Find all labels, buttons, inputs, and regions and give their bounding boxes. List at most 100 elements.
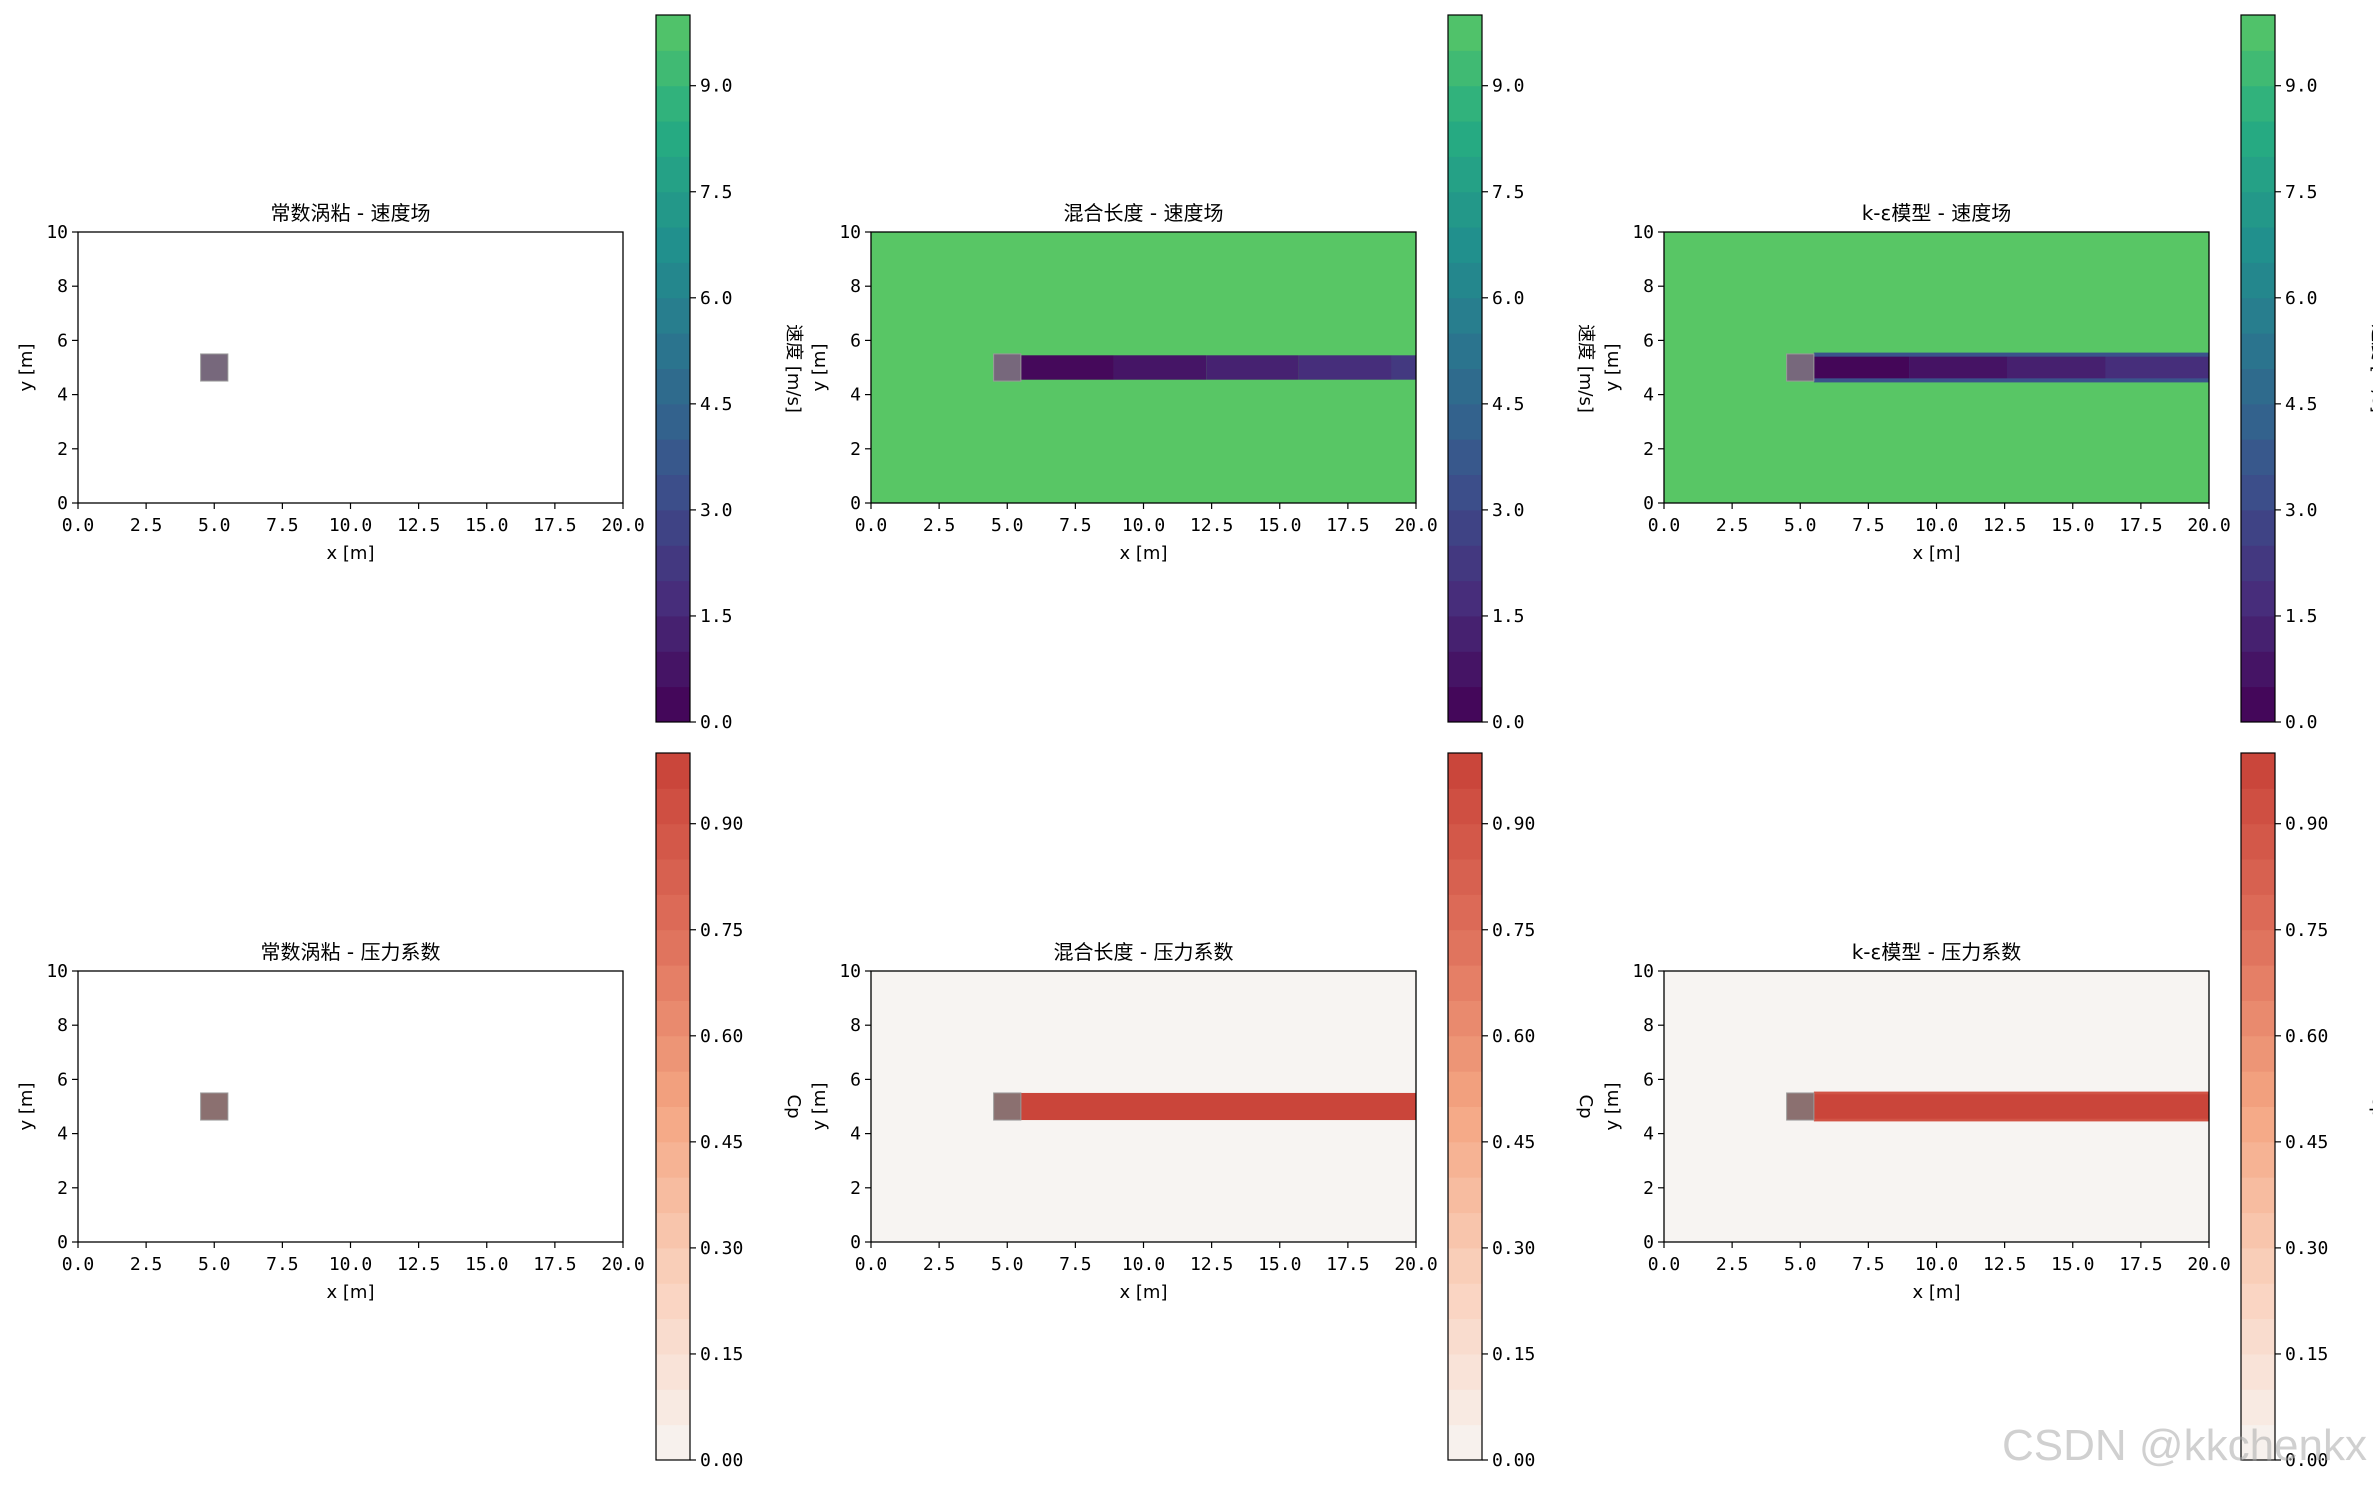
x-axis-label: x [m] [1913, 1282, 1961, 1303]
colorbar-level [656, 1424, 690, 1461]
colorbar-tick-label: 0.0 [700, 712, 733, 733]
y-tick-label: 4 [1643, 1124, 1654, 1145]
colorbar-level [1448, 686, 1482, 723]
colorbar-level [656, 85, 690, 122]
colorbar-level [656, 615, 690, 652]
colorbar-level [656, 1071, 690, 1107]
x-tick-label: 10.0 [329, 1254, 372, 1275]
x-tick-label: 15.0 [465, 1254, 508, 1275]
y-tick-label: 0 [1643, 1232, 1654, 1253]
colorbar-level [656, 333, 690, 369]
wake-band-2 [1113, 355, 1207, 380]
obstacle [993, 353, 1022, 382]
colorbar-level [1448, 1318, 1482, 1355]
y-tick-label: 4 [850, 1124, 861, 1145]
colorbar-level [2241, 509, 2275, 546]
y-tick-label: 4 [57, 385, 68, 406]
x-tick-label: 5.0 [991, 515, 1024, 536]
obstacle [200, 1092, 229, 1121]
y-axis-label: y [m] [1602, 344, 1623, 392]
x-tick-label: 10.0 [1122, 1254, 1165, 1275]
panel-3: 0.0 2.5 5.0 7.5 10.0 12.5 15.0 17.5 20.0 0 2 4 6 8 10 k… [1602, 14, 2373, 733]
x-tick-label: 10.0 [1915, 1254, 1958, 1275]
colorbar-level [1448, 403, 1482, 440]
colorbar-tick-label: 3.0 [1492, 500, 1525, 521]
x-tick-label: 5.0 [198, 1254, 231, 1275]
colorbar-tick-label: 0.60 [700, 1026, 743, 1047]
y-axis-label: y [m] [16, 1083, 37, 1131]
x-tick-label: 7.5 [266, 515, 299, 536]
x-tick-label: 2.5 [130, 1254, 163, 1275]
x-tick-label: 17.5 [533, 1254, 576, 1275]
colorbar-level [2241, 297, 2275, 334]
colorbar-level [1448, 580, 1482, 617]
y-tick-label: 4 [57, 1124, 68, 1145]
colorbar: 0.0 1.5 3.0 4.5 6.0 7.5 9.0 速度 [m/s] [2240, 14, 2373, 733]
colorbar: 0.0 1.5 3.0 4.5 6.0 7.5 9.0 速度 [m/s] [1447, 14, 1596, 733]
colorbar-level [1448, 753, 1482, 789]
y-tick-label: 8 [57, 1015, 68, 1036]
x-tick-label: 7.5 [1059, 515, 1092, 536]
colorbar-level [1448, 15, 1482, 51]
obstacle [1786, 1092, 1815, 1121]
y-tick-label: 8 [1643, 276, 1654, 297]
x-axis-label: x [m] [1120, 1282, 1168, 1303]
colorbar-level [1448, 823, 1482, 860]
y-tick-label: 4 [1643, 385, 1654, 406]
colorbar-level [2241, 1071, 2275, 1107]
colorbar-level [1448, 1212, 1482, 1249]
colorbar-level [2241, 85, 2275, 122]
x-tick-label: 10.0 [1122, 515, 1165, 536]
colorbar-level [1448, 929, 1482, 966]
colorbar-level [2241, 439, 2275, 476]
panel-6: 0.0 2.5 5.0 7.5 10.0 12.5 15.0 17.5 20.0 0 2 4 6 8 10 k… [1602, 752, 2373, 1471]
y-tick-label: 4 [850, 385, 861, 406]
x-tick-label: 2.5 [923, 1254, 956, 1275]
colorbar-level [1448, 368, 1482, 405]
colorbar-level [1448, 1177, 1482, 1214]
colorbar-level [2241, 403, 2275, 440]
chart-title: 常数涡粘 - 速度场 [271, 201, 431, 225]
colorbar-level [656, 509, 690, 546]
colorbar-tick-label: 1.5 [700, 606, 733, 627]
y-tick-label: 2 [850, 1178, 861, 1199]
colorbar-label: 速度 [m/s] [1575, 324, 1596, 413]
x-tick-label: 5.0 [198, 515, 231, 536]
colorbar-tick-label: 0.15 [700, 1344, 743, 1365]
panel-5: 0.0 2.5 5.0 7.5 10.0 12.5 15.0 17.5 20.0 0 2 4 6 8 10 混… [809, 752, 1596, 1471]
colorbar-level [1448, 859, 1482, 895]
colorbar-tick-label: 0.75 [2285, 920, 2328, 941]
wake-band-5 [1391, 355, 1416, 380]
y-tick-label: 0 [1643, 493, 1654, 514]
x-tick-label: 0.0 [855, 515, 888, 536]
x-tick-label: 20.0 [1394, 1254, 1437, 1275]
x-tick-label: 20.0 [2187, 1254, 2230, 1275]
y-tick-label: 2 [1643, 439, 1654, 460]
panel-1: 0.0 2.5 5.0 7.5 10.0 12.5 15.0 17.5 20.0 0 2 4 6 8 10 常… [16, 14, 804, 733]
x-tick-label: 20.0 [601, 1254, 644, 1275]
y-tick-label: 2 [57, 1178, 68, 1199]
colorbar-level [2241, 1283, 2275, 1320]
colorbar-level [2241, 191, 2275, 228]
colorbar-level [656, 368, 690, 405]
y-tick-label: 2 [850, 439, 861, 460]
y-tick-label: 10 [1632, 961, 1654, 982]
colorbar-tick-label: 0.45 [1492, 1132, 1535, 1153]
panel-2: 0.0 2.5 5.0 7.5 10.0 12.5 15.0 17.5 20.0 0 2 4 6 8 10 混… [809, 14, 1596, 733]
colorbar-level [1448, 50, 1482, 87]
colorbar-level [1448, 1353, 1482, 1390]
colorbar-level [2241, 753, 2275, 789]
colorbar-level [2241, 15, 2275, 51]
y-tick-label: 10 [46, 222, 68, 243]
colorbar-frame [655, 14, 691, 723]
colorbar-level [656, 156, 690, 193]
wake-band-2 [1813, 356, 1910, 379]
colorbar-tick-label: 0.90 [2285, 814, 2328, 835]
colorbar-tick-label: 0.90 [700, 814, 743, 835]
x-tick-label: 2.5 [130, 515, 163, 536]
colorbar-level [656, 753, 690, 789]
chart-title: k-ε模型 - 速度场 [1862, 201, 2012, 225]
colorbar-level [2241, 262, 2275, 299]
colorbar-level [656, 894, 690, 931]
colorbar-level [1448, 439, 1482, 476]
